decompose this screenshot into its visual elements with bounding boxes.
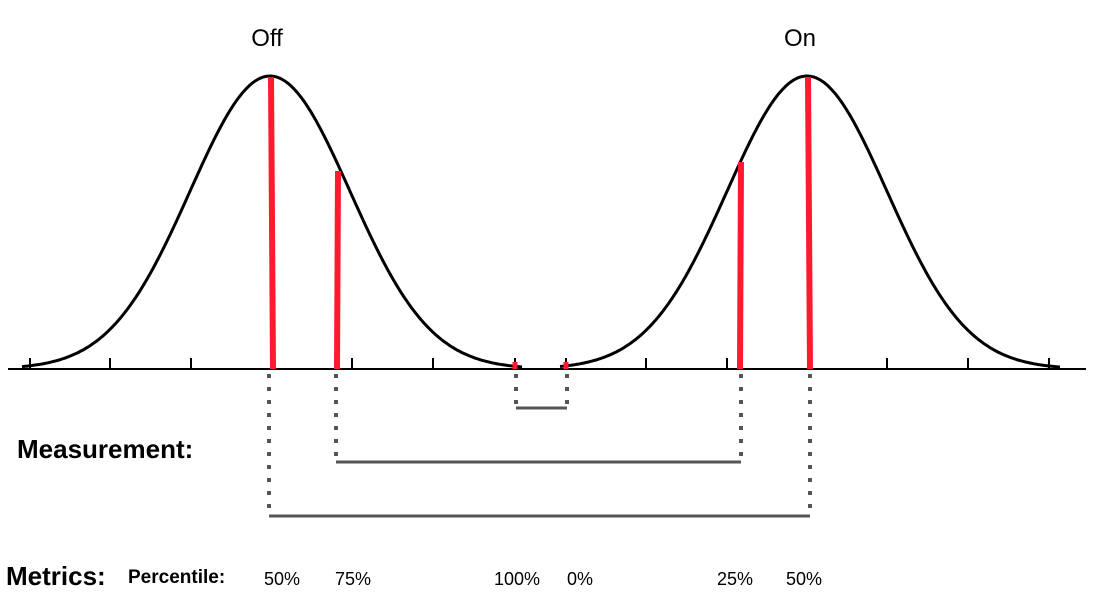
measurement-connectors <box>269 406 810 518</box>
on-25th-percentile-marker <box>737 161 744 370</box>
percentile-label: Percentile: <box>128 567 225 588</box>
on-distribution-curve <box>559 74 1061 369</box>
percentile-value-off-100: 100% <box>494 569 540 589</box>
metrics-label: Metrics: <box>6 561 106 591</box>
off-distribution-curve <box>21 74 523 369</box>
percentile-value-on-25: 25% <box>717 569 753 589</box>
on-distribution-label: On <box>784 25 816 52</box>
off-50th-percentile-marker <box>268 76 276 370</box>
off-distribution-label: Off <box>251 25 283 52</box>
percentile-value-on-0: 0% <box>567 569 593 589</box>
axis-ticks <box>29 358 1050 369</box>
dotted-guides <box>267 374 812 516</box>
percentile-value-off-50: 50% <box>264 569 300 589</box>
on-50th-percentile-marker <box>805 76 813 370</box>
off-75th-percentile-marker <box>334 170 341 370</box>
percentile-value-off-75: 75% <box>335 569 371 589</box>
measurement-label: Measurement: <box>17 434 193 464</box>
percentile-value-on-50: 50% <box>786 569 822 589</box>
